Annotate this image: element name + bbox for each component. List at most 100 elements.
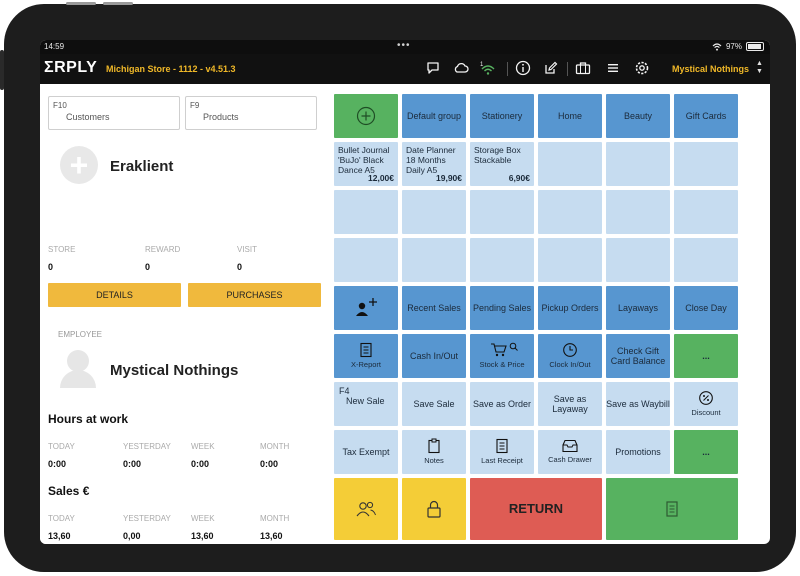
hours-today-label: TODAY <box>48 442 75 451</box>
employee-label: EMPLOYEE <box>58 330 103 339</box>
x-report-button[interactable]: X-Report <box>334 334 398 378</box>
app-header: ΣRPLY Michigan Store - 1112 - v4.51.3 1 <box>40 54 770 84</box>
notes-button[interactable]: Notes <box>402 430 466 474</box>
briefcase-icon[interactable] <box>574 59 592 77</box>
empty-product-slot[interactable] <box>606 238 670 282</box>
empty-product-slot[interactable] <box>674 238 738 282</box>
stat-visit-label: VISIT <box>237 245 258 254</box>
add-customer-icon[interactable]: + <box>60 146 98 184</box>
last-receipt-button[interactable]: Last Receipt <box>470 430 534 474</box>
sales-today-label: TODAY <box>48 514 75 523</box>
clock-in-out-button[interactable]: Clock In/Out <box>538 334 602 378</box>
empty-product-slot[interactable] <box>402 190 466 234</box>
clock-in-out-label: Clock In/Out <box>549 360 591 369</box>
edit-icon[interactable] <box>542 59 560 77</box>
new-sale-button[interactable]: F4 New Sale <box>334 382 398 426</box>
lock-button[interactable] <box>402 478 466 540</box>
check-gift-card-balance-button[interactable]: Check Gift Card Balance <box>606 334 670 378</box>
lock-icon <box>427 500 441 518</box>
product-name: Storage Box Stackable <box>474 145 521 165</box>
save-as-order-button[interactable]: Save as Order <box>470 382 534 426</box>
sales-month-label: MONTH <box>260 514 290 523</box>
plus-circle-icon <box>356 106 376 126</box>
discount-label: Discount <box>691 408 721 417</box>
clock-icon <box>563 343 577 357</box>
stock-price-label: Stock & Price <box>479 360 525 369</box>
pending-sales-button[interactable]: Pending Sales <box>470 286 534 330</box>
empty-product-slot[interactable] <box>538 238 602 282</box>
empty-product-slot[interactable] <box>674 190 738 234</box>
save-as-layaway-button[interactable]: Save as Layaway <box>538 382 602 426</box>
return-button[interactable]: RETURN <box>470 478 602 540</box>
notes-label: Notes <box>424 456 444 465</box>
details-button[interactable]: DETAILS <box>48 283 181 307</box>
pickup-orders-button[interactable]: Pickup Orders <box>538 286 602 330</box>
add-customer-button[interactable] <box>334 286 398 330</box>
group-stationery[interactable]: Stationery <box>470 94 534 138</box>
empty-product-slot[interactable] <box>606 190 670 234</box>
new-sale-label: New Sale <box>346 396 385 406</box>
more-actions-button[interactable]: ... <box>674 334 738 378</box>
product-search-field[interactable]: F9 Products <box>185 96 317 130</box>
empty-product-slot[interactable] <box>470 238 534 282</box>
product-tile[interactable]: Date Planner 18 Months Daily A5 19,90€ <box>402 142 466 186</box>
add-group-button[interactable] <box>334 94 398 138</box>
empty-product-slot[interactable] <box>674 142 738 186</box>
empty-product-slot[interactable] <box>334 190 398 234</box>
svg-text:1: 1 <box>480 62 484 68</box>
x-report-label: X-Report <box>350 360 381 369</box>
group-home[interactable]: Home <box>538 94 602 138</box>
notes-icon <box>428 438 440 454</box>
sales-week-value: 13,60 <box>191 531 214 541</box>
purchases-button[interactable]: PURCHASES <box>188 283 321 307</box>
checkout-button[interactable] <box>606 478 738 540</box>
group-beauty[interactable]: Beauty <box>606 94 670 138</box>
cash-in-out-button[interactable]: Cash In/Out <box>402 334 466 378</box>
group-gift-cards[interactable]: Gift Cards <box>674 94 738 138</box>
product-price: 19,90€ <box>436 173 462 183</box>
hardware-button <box>66 2 96 5</box>
discount-button[interactable]: Discount <box>674 382 738 426</box>
empty-product-slot[interactable] <box>538 142 602 186</box>
stock-price-button[interactable]: Stock & Price <box>470 334 534 378</box>
save-as-waybill-button[interactable]: Save as Waybill <box>606 382 670 426</box>
product-tile[interactable]: Bullet Journal 'BuJo' Black Dance A5 12,… <box>334 142 398 186</box>
empty-product-slot[interactable] <box>470 190 534 234</box>
promotions-button[interactable]: Promotions <box>606 430 670 474</box>
more-options-button[interactable]: ... <box>674 430 738 474</box>
customer-search-field[interactable]: F10 Customers <box>48 96 180 130</box>
group-default[interactable]: Default group <box>402 94 466 138</box>
wifi-signal-icon[interactable]: 1 <box>479 59 497 77</box>
current-user[interactable]: Mystical Nothings <box>672 64 750 74</box>
close-day-button[interactable]: Close Day <box>674 286 738 330</box>
employee-name: Mystical Nothings <box>110 362 239 379</box>
info-icon[interactable] <box>514 59 532 77</box>
product-tile[interactable]: Storage Box Stackable 6,90€ <box>470 142 534 186</box>
settings-icon[interactable] <box>633 59 651 77</box>
drawer-icon <box>562 439 578 453</box>
empty-product-slot[interactable] <box>606 142 670 186</box>
user-switch-icon[interactable]: ▲ ▼ <box>756 60 763 75</box>
recent-sales-button[interactable]: Recent Sales <box>402 286 466 330</box>
tax-exempt-button[interactable]: Tax Exempt <box>334 430 398 474</box>
product-name: Bullet Journal 'BuJo' Black Dance A5 <box>338 145 390 175</box>
customers-button[interactable] <box>334 478 398 540</box>
layaways-button[interactable]: Layaways <box>606 286 670 330</box>
empty-product-slot[interactable] <box>402 238 466 282</box>
menu-icon[interactable] <box>604 59 622 77</box>
empty-product-slot[interactable] <box>538 190 602 234</box>
cash-drawer-button[interactable]: Cash Drawer <box>538 430 602 474</box>
empty-product-slot[interactable] <box>334 238 398 282</box>
customer-name[interactable]: Eraklient <box>110 158 174 175</box>
stat-store-value: 0 <box>48 262 54 272</box>
cloud-icon[interactable] <box>452 59 470 77</box>
hours-week-label: WEEK <box>191 442 215 451</box>
save-sale-button[interactable]: Save Sale <box>402 382 466 426</box>
stat-visit-value: 0 <box>237 262 243 272</box>
customer-search-label: Customers <box>66 112 110 122</box>
product-search-label: Products <box>203 112 239 122</box>
erply-logo: ΣRPLY <box>44 59 98 76</box>
sales-title: Sales € <box>48 484 90 498</box>
chat-icon[interactable] <box>424 59 442 77</box>
left-panel: F10 Customers F9 Products + Eraklient ST… <box>40 84 330 544</box>
